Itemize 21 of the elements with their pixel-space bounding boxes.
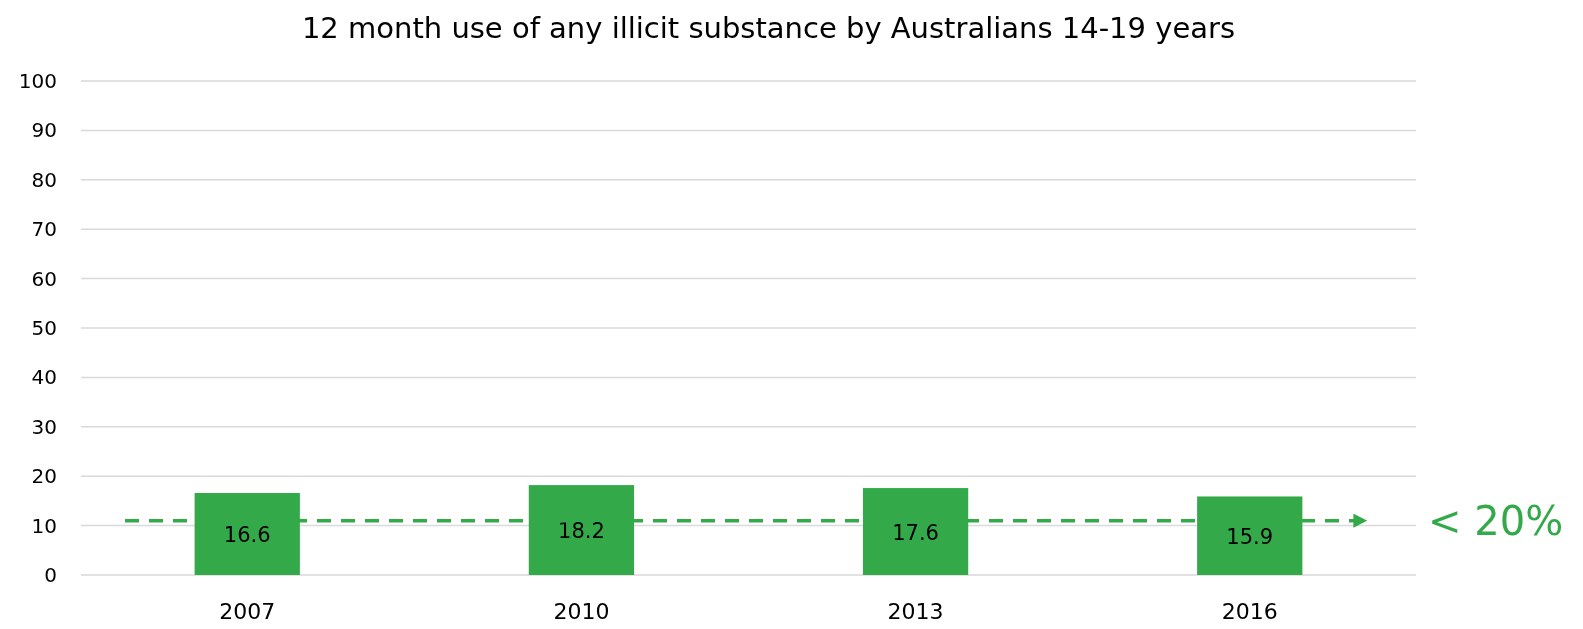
data-label: 15.9 — [1226, 524, 1274, 549]
data-label: 17.6 — [892, 520, 939, 545]
y-tick-label: 70 — [31, 217, 57, 242]
y-tick-label: 100 — [18, 69, 57, 93]
x-tick-label: 2016 — [1221, 599, 1278, 624]
y-tick-label: 20 — [31, 464, 57, 489]
y-tick-label: 60 — [31, 266, 57, 291]
x-tick-label: 2013 — [887, 599, 944, 624]
y-tick-label: 0 — [44, 563, 57, 587]
y-tick-label: 30 — [31, 414, 57, 439]
y-tick-label: 10 — [31, 513, 57, 538]
y-tick-label: 40 — [31, 365, 57, 390]
y-tick-label: 80 — [31, 167, 57, 192]
data-label: 16.6 — [223, 523, 271, 547]
data-label: 18.2 — [558, 519, 605, 544]
x-tick-label: 2007 — [219, 599, 276, 624]
y-tick-label: 90 — [31, 118, 57, 143]
x-tick-label: 2010 — [553, 599, 610, 624]
chart-title: 12 month use of any illicit substance by Australians 14-19 years — [301, 11, 1236, 45]
text: < 20% — [1428, 497, 1564, 544]
y-tick-label: 50 — [31, 316, 57, 340]
